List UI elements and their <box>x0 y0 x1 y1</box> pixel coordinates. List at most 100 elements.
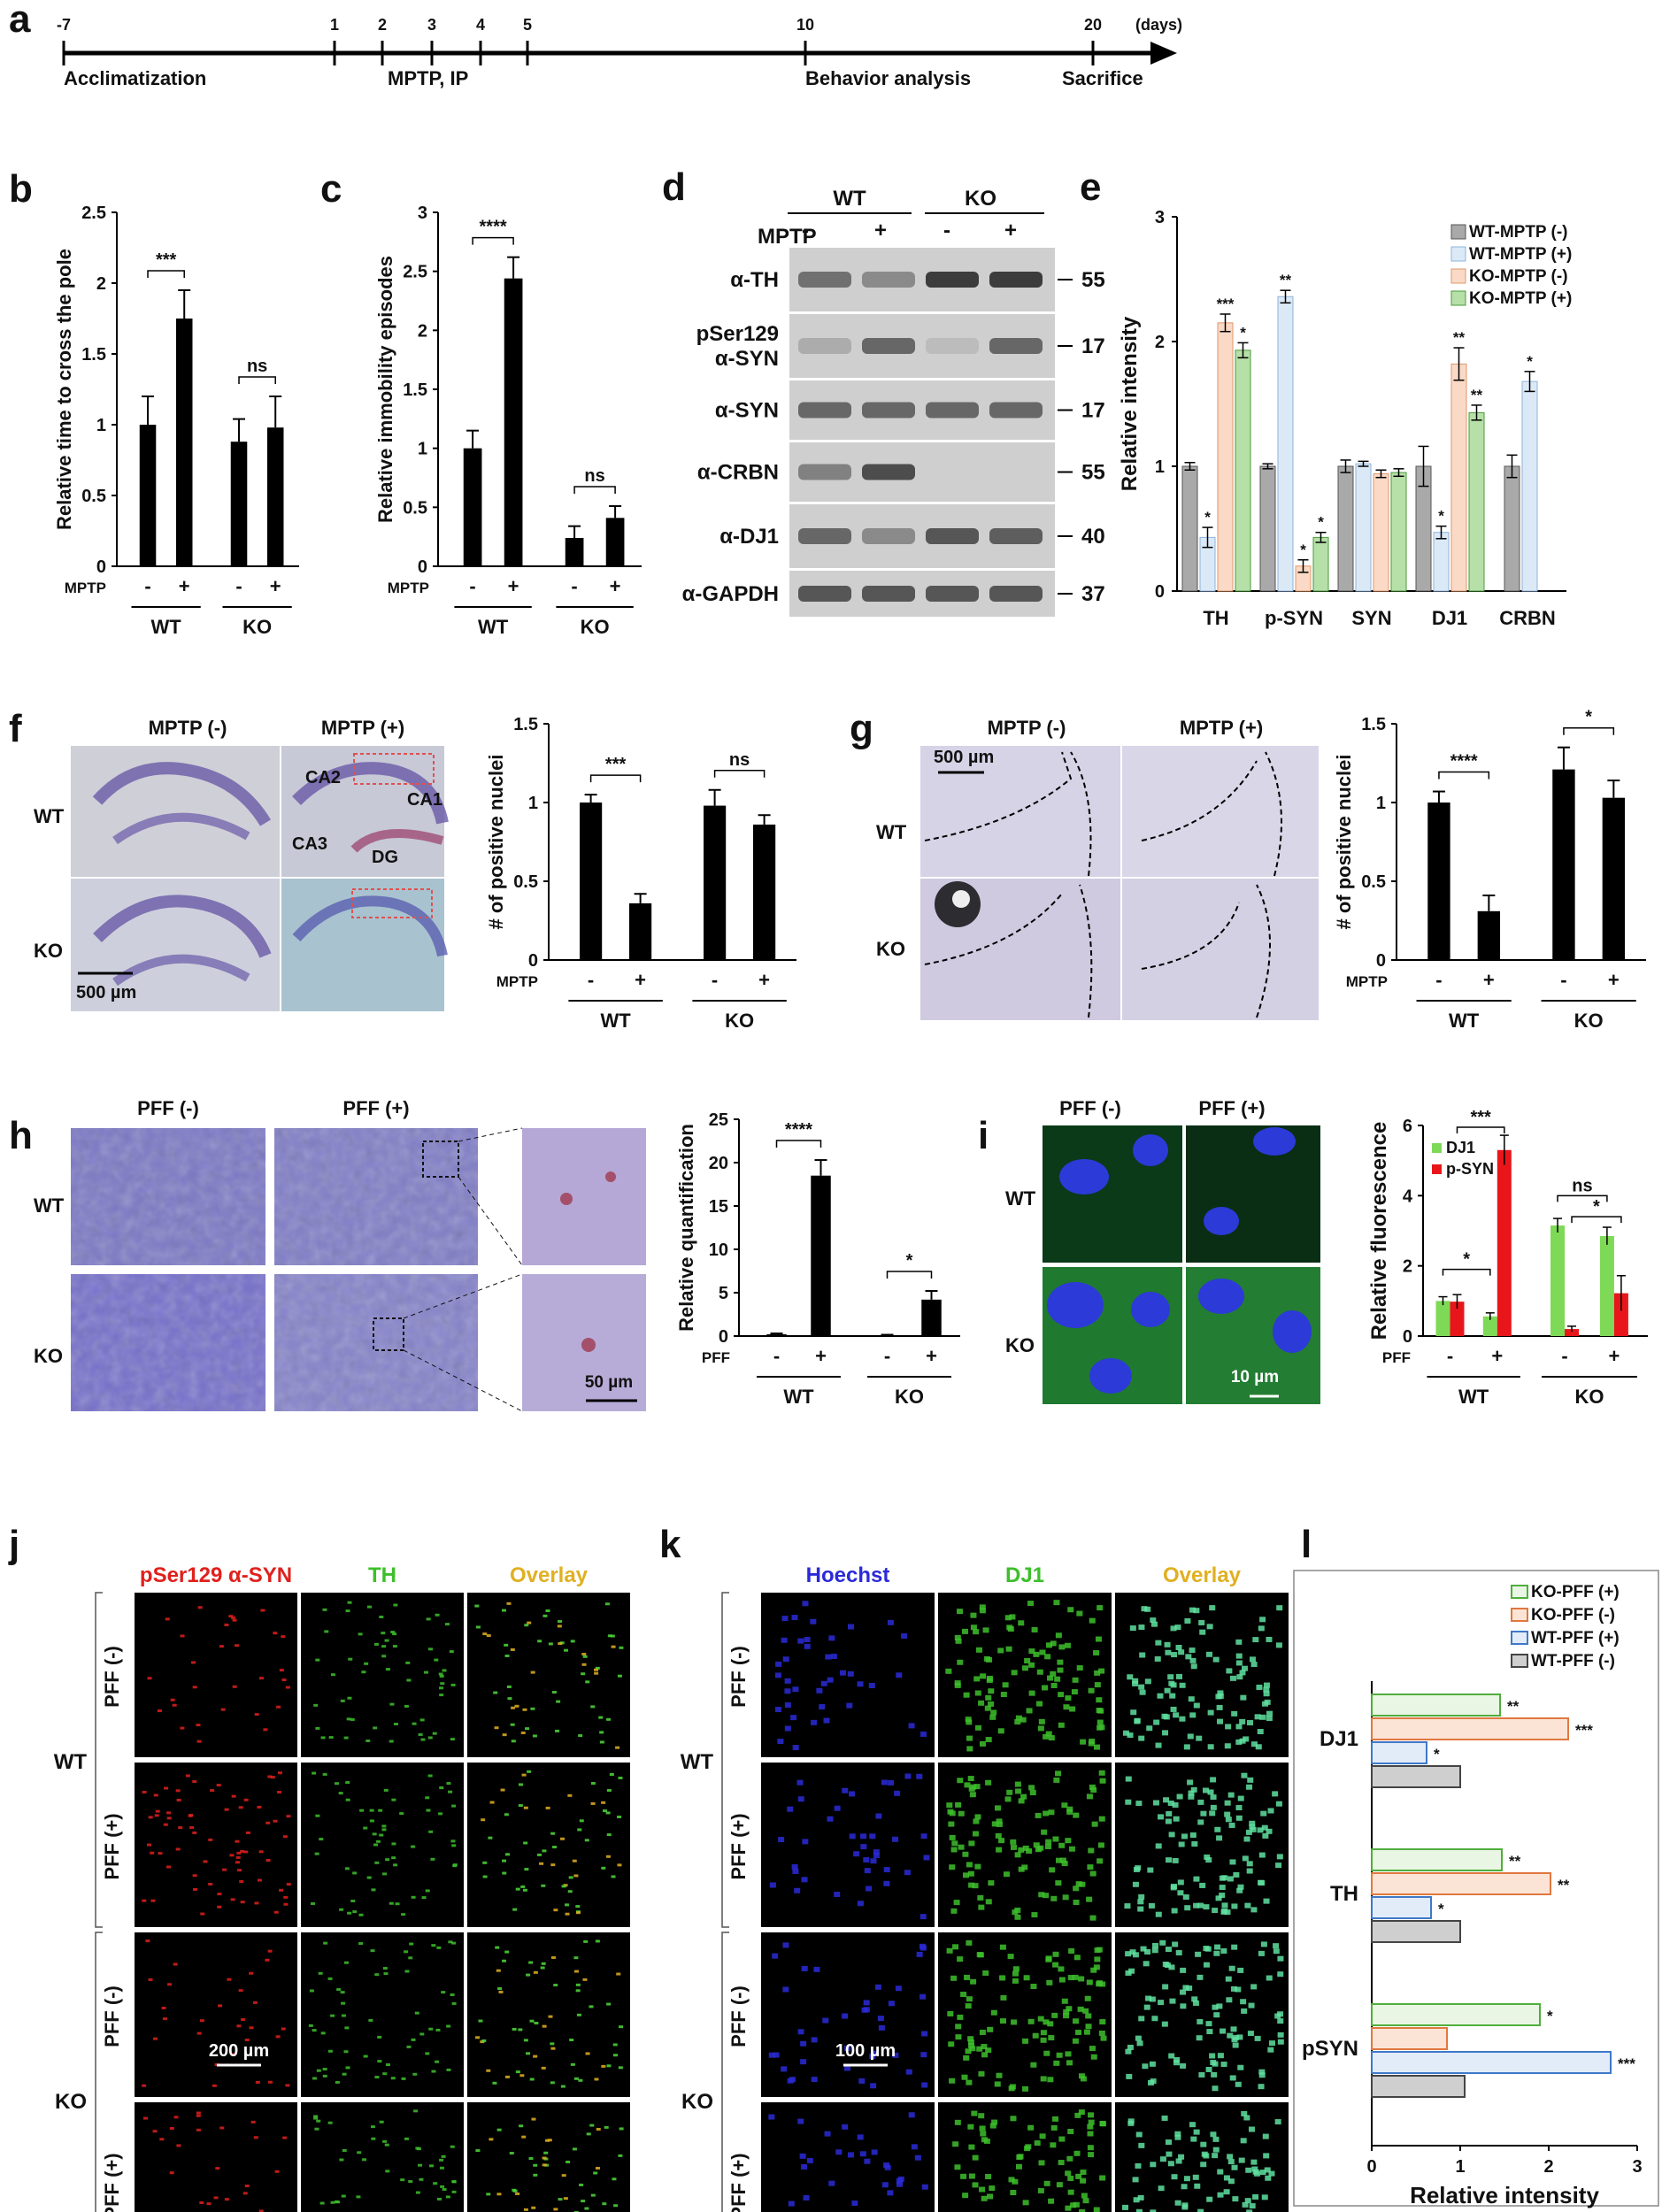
k-signal-speck <box>1009 1614 1016 1620</box>
k-signal-speck <box>863 2007 870 2013</box>
k-signal-speck <box>962 1851 969 1857</box>
y-axis-label: Relative time to cross the pole <box>53 249 75 530</box>
k-signal-speck <box>1235 1815 1243 1821</box>
k-signal-speck <box>923 1855 930 1861</box>
timeline-day-label: 5 <box>523 16 532 34</box>
j-signal-speck <box>572 2147 577 2151</box>
k-signal-speck <box>1141 1606 1148 1612</box>
f-col-mptp-minus: MPTP (-) <box>149 717 227 739</box>
k-signal-speck <box>1254 2035 1261 2041</box>
k-signal-speck <box>1151 1947 1158 1954</box>
significance-bracket <box>238 376 276 384</box>
significance-label: * <box>1438 1901 1444 1917</box>
j-signal-speck <box>585 1680 590 1684</box>
j-signal-speck <box>193 1887 198 1891</box>
k-signal-speck <box>1262 2133 1269 2139</box>
j-signal-speck <box>542 1614 548 1617</box>
j-signal-speck <box>314 1852 319 1855</box>
wb-band <box>989 402 1043 419</box>
j-signal-speck <box>383 1972 389 1976</box>
j-signal-speck <box>175 1847 181 1851</box>
wb-antibody-label: α-SYN <box>715 347 779 371</box>
j-signal-speck <box>178 1826 183 1830</box>
j-scale-text: 200 µm <box>209 2041 269 2061</box>
bar <box>1599 1235 1614 1336</box>
j-signal-speck <box>362 2158 367 2162</box>
y-axis-label: Relative fluorescence <box>1367 1122 1391 1340</box>
k-signal-speck <box>1025 2144 1032 2150</box>
j-signal-speck <box>576 2013 581 2016</box>
k-signal-speck <box>1078 2073 1085 2079</box>
k-signal-speck <box>1036 1701 1043 1707</box>
k-signal-speck <box>1145 1995 1152 2001</box>
k-signal-speck <box>996 1847 1003 1853</box>
k-signal-speck <box>919 1914 927 1920</box>
k-signal-speck <box>1045 1731 1052 1737</box>
j-signal-speck <box>520 1731 526 1734</box>
k-signal-speck <box>790 1715 797 1721</box>
j-signal-speck <box>504 1950 510 1954</box>
k-signal-speck <box>1246 1861 1253 1867</box>
k-signal-speck <box>816 1687 823 1694</box>
h-stain-dot <box>605 1171 616 1182</box>
bar <box>504 278 523 566</box>
x-tick-label: 2 <box>1543 2157 1553 2177</box>
k-signal-speck <box>1241 2110 1248 2116</box>
j-signal-speck <box>613 2054 619 2057</box>
k-signal-speck <box>800 2059 807 2065</box>
k-signal-speck <box>1155 1742 1162 1748</box>
k-signal-speck <box>1168 1964 1175 1970</box>
k-signal-speck <box>1022 2038 1029 2044</box>
j-signal-speck <box>335 1782 340 1786</box>
k-signal-speck <box>1219 1893 1226 1899</box>
k-signal-speck <box>1047 2077 1054 2083</box>
k-signal-speck <box>1144 1606 1151 1612</box>
y-tick-label: 1 <box>1376 794 1386 813</box>
panel-h-images: h PFF (-) PFF (+) WT KO 50 µm <box>9 1097 646 1412</box>
k-signal-speck <box>1066 2006 1073 2012</box>
k-signal-speck <box>996 1818 1003 1824</box>
k-signal-speck <box>1026 1708 1033 1714</box>
j-signal-speck <box>196 2111 201 2115</box>
j-signal-speck <box>180 1634 185 1638</box>
k-signal-speck <box>1214 1826 1221 1832</box>
k-signal-speck <box>842 2013 849 2019</box>
k-signal-speck <box>1045 1956 1052 1962</box>
j-signal-speck <box>527 1621 532 1624</box>
condition-label: + <box>1483 969 1495 991</box>
k-signal-speck <box>1073 1812 1080 1818</box>
j-signal-speck <box>373 1726 378 1730</box>
k-signal-speck <box>1230 2026 1237 2032</box>
k-signal-speck <box>1150 2209 1157 2212</box>
k-signal-speck <box>1201 2151 1208 2157</box>
y-tick-label: 1 <box>96 416 106 435</box>
j-signal-speck <box>164 1786 169 1790</box>
k-signal-speck <box>1204 1854 1211 1860</box>
k-signal-speck <box>1244 1902 1251 1909</box>
j-signal-speck <box>196 2114 201 2117</box>
k-signal-speck <box>967 1776 974 1782</box>
k-signal-speck <box>1216 1835 1223 1841</box>
k-signal-speck <box>1266 1716 1273 1722</box>
j-signal-speck <box>212 2084 217 2087</box>
j-signal-speck <box>389 1901 394 1905</box>
k-signal-speck <box>971 2110 978 2116</box>
bar <box>1259 465 1276 592</box>
k-signal-speck <box>1196 1902 1204 1909</box>
k-signal-speck <box>1182 1894 1189 1901</box>
j-signal-speck <box>393 1603 398 1607</box>
j-signal-speck <box>612 2177 617 2181</box>
k-signal-speck <box>870 1858 877 1864</box>
significance-label: **** <box>1450 752 1478 772</box>
k-signal-speck <box>1040 2030 1047 2036</box>
j-signal-speck <box>585 2052 590 2055</box>
j-signal-speck <box>590 2193 596 2197</box>
j-signal-speck <box>196 1724 201 1727</box>
k-signal-speck <box>1229 1859 1236 1865</box>
k-signal-speck <box>1181 2184 1188 2190</box>
j-signal-speck <box>322 1608 327 1611</box>
k-signal-speck <box>1196 1735 1203 1741</box>
k-signal-speck <box>1027 2124 1035 2131</box>
panel-letter-k: k <box>659 1523 681 1566</box>
j-signal-speck <box>475 2036 481 2039</box>
